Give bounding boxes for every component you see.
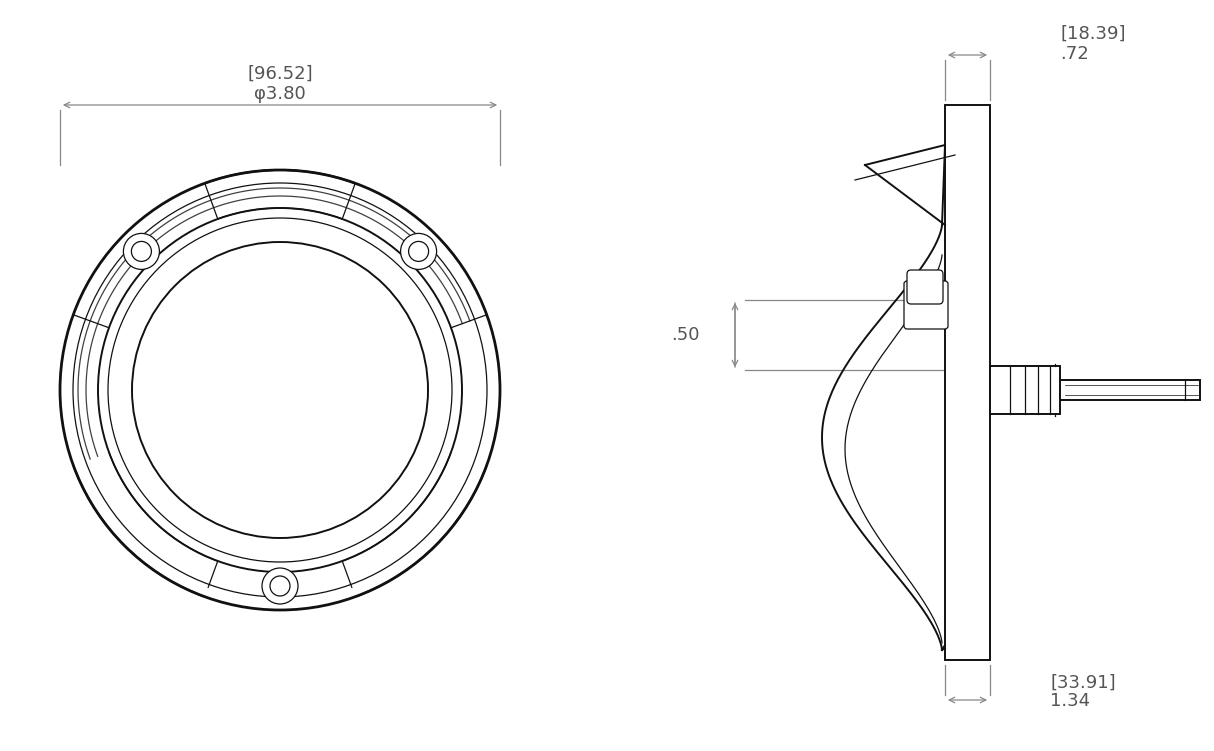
Text: .72: .72 <box>1060 45 1089 63</box>
Circle shape <box>262 568 297 604</box>
Text: 1.34: 1.34 <box>1050 692 1090 710</box>
Text: [33.91]: [33.91] <box>1050 674 1116 692</box>
Circle shape <box>401 234 437 270</box>
Bar <box>989 366 1060 414</box>
Bar <box>1060 380 1199 400</box>
Bar <box>944 105 989 660</box>
FancyBboxPatch shape <box>904 281 948 329</box>
Circle shape <box>124 234 159 270</box>
FancyBboxPatch shape <box>907 270 943 304</box>
Text: [96.52]: [96.52] <box>248 65 313 83</box>
Text: φ3.80: φ3.80 <box>254 85 306 103</box>
Text: .50: .50 <box>671 326 700 344</box>
Text: [18.39]: [18.39] <box>1060 25 1125 43</box>
